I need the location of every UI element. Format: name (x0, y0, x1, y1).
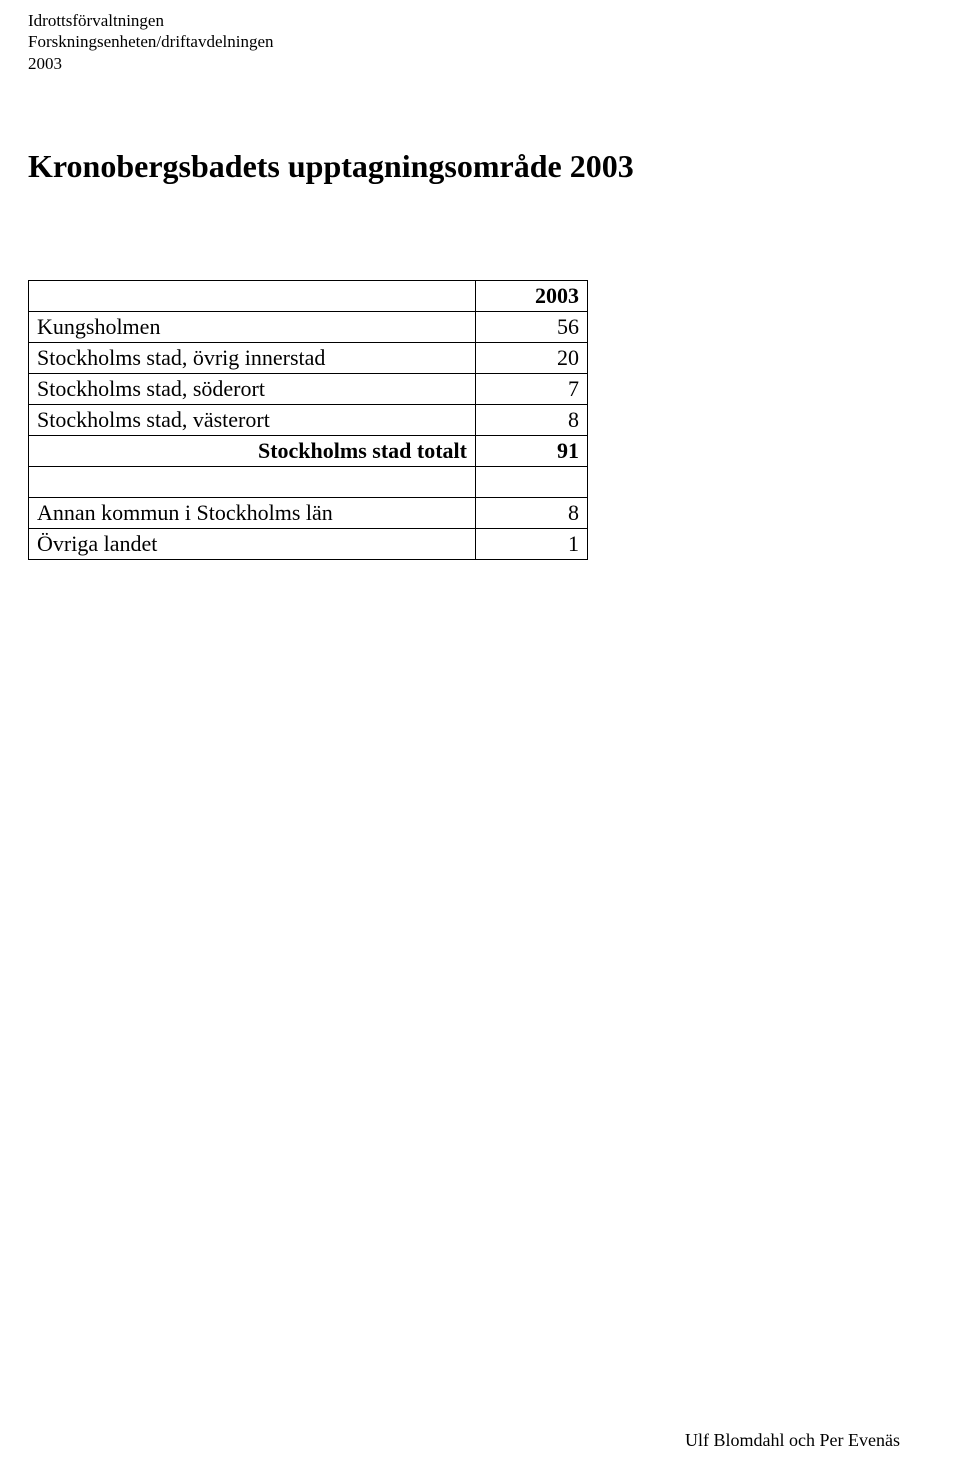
table-row: Övriga landet 1 (29, 529, 588, 560)
row-label: Stockholms stad, söderort (29, 374, 476, 405)
table-header-row: 2003 (29, 281, 588, 312)
header-line-3: 2003 (28, 53, 274, 74)
row-value: 20 (475, 343, 587, 374)
table-row: Stockholms stad, övrig innerstad 20 (29, 343, 588, 374)
table-header-year: 2003 (475, 281, 587, 312)
row-value: 91 (475, 436, 587, 467)
row-label: Kungsholmen (29, 312, 476, 343)
header-line-1: Idrottsförvaltningen (28, 10, 274, 31)
row-value: 8 (475, 405, 587, 436)
row-label: Stockholms stad, västerort (29, 405, 476, 436)
document-header: Idrottsförvaltningen Forskningsenheten/d… (28, 10, 274, 74)
row-value: 7 (475, 374, 587, 405)
row-label: Stockholms stad totalt (29, 436, 476, 467)
table-row: Stockholms stad, söderort 7 (29, 374, 588, 405)
spacer-cell (475, 467, 587, 498)
spacer-cell (29, 467, 476, 498)
row-label: Övriga landet (29, 529, 476, 560)
row-value: 8 (475, 498, 587, 529)
page-title: Kronobergsbadets upptagningsområde 2003 (28, 148, 634, 185)
header-line-2: Forskningsenheten/driftavdelningen (28, 31, 274, 52)
row-label: Stockholms stad, övrig innerstad (29, 343, 476, 374)
row-value: 1 (475, 529, 587, 560)
document-footer: Ulf Blomdahl och Per Evenäs (685, 1430, 900, 1451)
data-table: 2003 Kungsholmen 56 Stockholms stad, övr… (28, 280, 588, 560)
table-row-total: Stockholms stad totalt 91 (29, 436, 588, 467)
table-row: Stockholms stad, västerort 8 (29, 405, 588, 436)
table-row: Kungsholmen 56 (29, 312, 588, 343)
row-value: 56 (475, 312, 587, 343)
table-header-empty (29, 281, 476, 312)
row-label: Annan kommun i Stockholms län (29, 498, 476, 529)
table-spacer-row (29, 467, 588, 498)
table-row: Annan kommun i Stockholms län 8 (29, 498, 588, 529)
